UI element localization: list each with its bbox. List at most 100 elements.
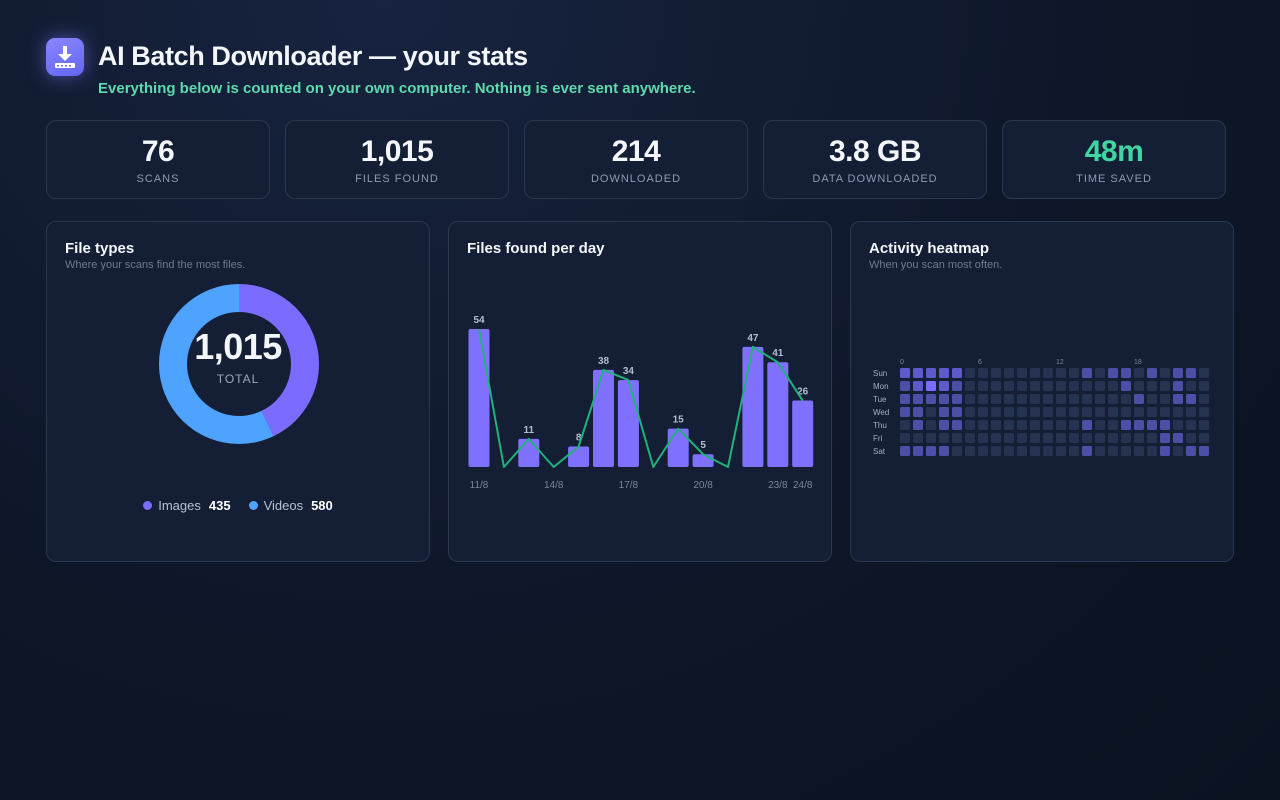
stat-label: FILES FOUND xyxy=(355,172,439,185)
heatmap-cell xyxy=(965,420,975,430)
heatmap-cell xyxy=(1069,420,1079,430)
heatmap-cell xyxy=(978,407,988,417)
heatmap-cell xyxy=(1069,381,1079,391)
heatmap-cell xyxy=(991,446,1001,456)
heatmap-cell xyxy=(1082,433,1092,443)
heatmap-cell xyxy=(913,381,923,391)
bar-value-label: 34 xyxy=(623,366,635,377)
heatmap-cell xyxy=(1095,394,1105,404)
heatmap-cell xyxy=(1056,381,1066,391)
heatmap-cell xyxy=(1043,381,1053,391)
x-tick-label: 17/8 xyxy=(619,480,639,491)
heatmap-cell xyxy=(965,446,975,456)
heatmap-cell xyxy=(913,394,923,404)
heatmap-cell xyxy=(1082,394,1092,404)
heatmap-cell xyxy=(1134,394,1144,404)
heatmap-cell xyxy=(1173,368,1183,378)
donut-total-label: TOTAL xyxy=(216,372,260,386)
heatmap-cell xyxy=(1108,407,1118,417)
heatmap-cell xyxy=(1108,433,1118,443)
heatmap-cell xyxy=(1173,433,1183,443)
heatmap-cell xyxy=(991,394,1001,404)
heatmap-cell xyxy=(1173,420,1183,430)
heatmap-cell xyxy=(1199,420,1209,430)
heatmap-cell xyxy=(952,433,962,443)
bar-17/8 xyxy=(617,380,639,467)
heatmap-cell xyxy=(965,368,975,378)
heatmap-cell xyxy=(1017,407,1027,417)
stat-value: 1,015 xyxy=(360,134,434,168)
heatmap-cell xyxy=(1134,433,1144,443)
heatmap-cell xyxy=(900,394,910,404)
file-types-card: File types Where your scans find the mos… xyxy=(46,221,430,562)
heatmap-cell xyxy=(1017,433,1027,443)
bar-value-label: 8 xyxy=(576,433,582,444)
heatmap-cell xyxy=(1108,394,1118,404)
stat-card-downloaded: 214 DOWNLOADED xyxy=(524,120,748,199)
heatmap-cell xyxy=(1095,446,1105,456)
heatmap-cell xyxy=(1043,446,1053,456)
heatmap-cell xyxy=(926,420,936,430)
heatmap-cell xyxy=(1056,394,1066,404)
page-subtitle: Everything below is counted on your own … xyxy=(98,80,696,97)
donut-chart xyxy=(159,284,319,444)
heatmap-cell xyxy=(1108,420,1118,430)
bar-value-label: 5 xyxy=(700,440,706,451)
heatmap-cell xyxy=(1095,381,1105,391)
heatmap-cell xyxy=(1004,433,1014,443)
heatmap-cell xyxy=(1069,394,1079,404)
heatmap-cell xyxy=(965,394,975,404)
heatmap-cell xyxy=(1186,368,1196,378)
heatmap-cell xyxy=(1134,381,1144,391)
stat-value: 3.8 GB xyxy=(828,134,922,168)
heatmap-cell xyxy=(1121,433,1131,443)
heatmap-day-label: Tue xyxy=(873,395,887,404)
heatmap-cell xyxy=(1186,407,1196,417)
heatmap-cell xyxy=(1186,433,1196,443)
heatmap-cell xyxy=(1160,394,1170,404)
bar-chart: 54 11 8 38 34 15 5 47 41 26 11/8 14/8 17/8 20/8 23/8 24… xyxy=(468,315,814,491)
bar-23/8 xyxy=(767,362,789,467)
bar-value-label: 11 xyxy=(524,425,535,436)
heatmap-cell xyxy=(1199,446,1209,456)
heatmap-cell xyxy=(1121,446,1131,456)
heatmap-cell xyxy=(978,446,988,456)
heatmap-cell xyxy=(952,381,962,391)
heatmap-cell xyxy=(1134,368,1144,378)
stat-card-data-downloaded: 3.8 GB DATA DOWNLOADED xyxy=(763,120,987,199)
heatmap-cell xyxy=(1160,407,1170,417)
heatmap-cell xyxy=(1030,381,1040,391)
heatmap-cell xyxy=(926,433,936,443)
heatmap-cell xyxy=(1043,420,1053,430)
heatmap-cell xyxy=(1056,433,1066,443)
heatmap-cell xyxy=(1030,407,1040,417)
heatmap-cell xyxy=(1160,368,1170,378)
heatmap-cell xyxy=(952,394,962,404)
heatmap-day-label: Fri xyxy=(873,434,883,443)
stat-label: DOWNLOADED xyxy=(590,172,682,185)
heatmap-cell xyxy=(1160,433,1170,443)
heatmap-cell xyxy=(1199,381,1209,391)
heatmap-cell xyxy=(939,368,949,378)
heatmap-cell xyxy=(1186,446,1196,456)
heatmap-cell xyxy=(1056,420,1066,430)
heatmap-cell xyxy=(926,394,936,404)
x-tick-label: 23/8 xyxy=(768,480,788,491)
heatmap-cell xyxy=(965,381,975,391)
heatmap-cell xyxy=(1147,420,1157,430)
heatmap-cell xyxy=(913,407,923,417)
heatmap-cell xyxy=(1186,394,1196,404)
heatmap-cell xyxy=(1121,407,1131,417)
stat-card-files-found: 1,015 FILES FOUND xyxy=(285,120,509,199)
legend-dot xyxy=(143,501,153,510)
heatmap-cell xyxy=(1121,381,1131,391)
bar-13/8 xyxy=(518,438,540,467)
trend-line xyxy=(478,328,804,468)
heatmap-cell xyxy=(1043,394,1053,404)
heatmap-cell xyxy=(1147,394,1157,404)
heatmap-day-label: Sat xyxy=(873,447,886,456)
heatmap-cell xyxy=(926,381,936,391)
bar-value-label: 38 xyxy=(598,356,610,367)
heatmap-cell xyxy=(1147,446,1157,456)
heatmap-cell xyxy=(1147,433,1157,443)
